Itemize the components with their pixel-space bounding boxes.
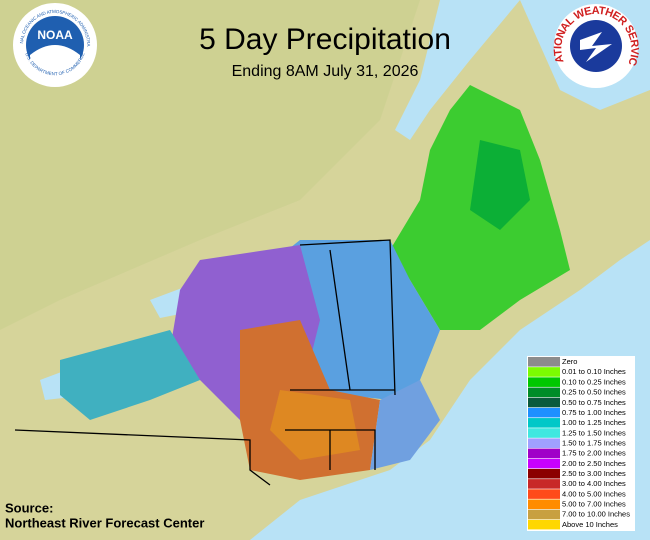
legend-swatch (528, 458, 560, 469)
legend-label: 3.00 to 4.00 Inches (562, 479, 626, 488)
legend-swatch (528, 367, 560, 377)
subtitle: Ending 8AM July 31, 2026 (232, 63, 419, 80)
legend-label: 1.25 to 1.50 Inches (562, 428, 626, 437)
legend-label: 4.00 to 5.00 Inches (562, 489, 626, 498)
legend-swatch (528, 438, 560, 448)
legend-label: 7.00 to 10.00 Inches (562, 510, 630, 519)
legend-swatch (528, 418, 560, 428)
legend-label: 2.50 to 3.00 Inches (562, 469, 626, 478)
legend-label: 5.00 to 7.00 Inches (562, 500, 626, 509)
legend-swatch (528, 407, 560, 418)
legend-label: 1.50 to 1.75 Inches (562, 438, 626, 447)
noaa-label: NOAA (37, 28, 73, 42)
legend-swatch (528, 479, 560, 489)
title: 5 Day Precipitation (199, 23, 451, 56)
legend-label: 0.75 to 1.00 Inches (562, 408, 626, 417)
noaa-logo: NOAA NATIONAL OCEANIC AND ATMOSPHERIC AD… (0, 0, 97, 87)
source-agency: Northeast River Forecast Center (5, 515, 204, 530)
legend-label: 0.25 to 0.50 Inches (562, 388, 626, 397)
legend-swatch (528, 489, 560, 499)
legend-label: 0.01 to 0.10 Inches (562, 367, 626, 376)
legend-label: 0.50 to 0.75 Inches (562, 398, 626, 407)
precip-core (270, 390, 360, 460)
nws-bolt (580, 32, 612, 62)
precip-ma-east (370, 380, 440, 470)
legend-label: 2.00 to 2.50 Inches (562, 459, 626, 468)
borders (14, 239, 396, 486)
source-label: Source: (5, 500, 53, 515)
precip-ny-west (60, 330, 200, 420)
st-lawrence (395, 0, 520, 140)
noaa-gull (30, 45, 80, 75)
legend-swatch (528, 499, 560, 510)
precip-maine-core (470, 140, 530, 230)
legend-swatch (528, 448, 560, 459)
legend-label: 1.75 to 2.00 Inches (562, 449, 626, 458)
legend-swatch (528, 519, 560, 530)
legend-swatch (528, 428, 560, 438)
legend-label: 1.00 to 1.25 Inches (562, 418, 626, 427)
legend-label: Above 10 Inches (562, 520, 618, 529)
legend-swatch (528, 377, 560, 387)
legend-swatch (528, 509, 560, 520)
legend-label: 0.10 to 0.25 Inches (562, 377, 626, 386)
terrain (0, 0, 420, 330)
legend-swatch (528, 387, 560, 398)
legend-swatch (528, 468, 560, 479)
legend-label: Zero (562, 357, 577, 366)
legend-swatch (528, 397, 560, 408)
legend-swatch (528, 357, 560, 367)
